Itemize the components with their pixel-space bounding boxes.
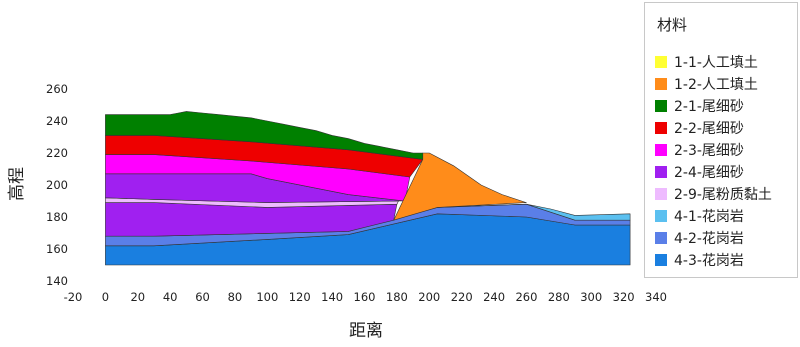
y-tick-label: 140 [46,274,68,288]
legend-item: 2-2-尾细砂 [655,117,772,139]
legend-swatch [655,144,667,156]
x-tick-label: 80 [228,290,243,304]
y-tick-label: 240 [46,114,68,128]
x-tick-label: 120 [289,290,311,304]
x-tick-label: 160 [354,290,376,304]
x-tick-label: 60 [195,290,210,304]
legend-item: 4-1-花岗岩 [655,205,772,227]
legend-item: 2-4-尾细砂 [655,161,772,183]
x-tick-label: 340 [645,290,667,304]
y-axis-title: 高程 [7,167,27,201]
y-tick-label: 180 [46,210,68,224]
region-1-2-人工填土 [393,152,527,221]
legend-title: 材料 [657,16,688,34]
x-tick-label: 280 [548,290,570,304]
x-tick-label: -20 [64,290,83,304]
legend-label: 4-2-花岗岩 [674,231,744,247]
y-tick-label: 200 [46,178,68,192]
legend-swatch [655,100,667,112]
legend-item: 4-3-花岗岩 [655,249,772,271]
legend-swatch [655,210,667,222]
y-tick-label: 220 [46,146,68,160]
x-tick-label: 40 [163,290,178,304]
x-tick-label: 20 [130,290,145,304]
legend-item: 2-9-尾粉质黏土 [655,183,772,205]
region-4-1-花岗岩 [437,203,631,221]
y-axis-ticks: 140 160 180 200 220 240 260 [46,82,68,288]
y-tick-label: 160 [46,242,68,256]
legend: 材料 1-1-人工填土 1-2-人工填土 2-1-尾细砂 2-2-尾细砂 2-3-尾细砂… [644,2,798,278]
material-regions [105,111,631,266]
legend-label: 1-2-人工填土 [674,77,758,93]
legend-swatch [655,188,667,200]
x-tick-label: 220 [451,290,473,304]
legend-swatch [655,56,667,68]
x-tick-label: 200 [418,290,440,304]
x-tick-label: 320 [613,290,635,304]
x-axis-ticks: -20 0 20 40 60 80 100 120 140 160 180 200 220 240 260 2… [64,290,667,304]
legend-swatch [655,78,667,90]
legend-swatch [655,254,667,266]
legend-label: 2-4-尾细砂 [674,165,744,181]
x-tick-label: 240 [483,290,505,304]
legend-swatch [655,122,667,134]
legend-item: 4-2-花岗岩 [655,227,772,249]
legend-label: 4-3-花岗岩 [674,253,744,269]
x-axis-title: 距离 [349,321,383,341]
legend-item: 2-3-尾细砂 [655,139,772,161]
legend-label: 1-1-人工填土 [674,55,758,71]
legend-item: 2-1-尾细砂 [655,95,772,117]
y-tick-label: 260 [46,82,68,96]
legend-label: 2-3-尾细砂 [674,143,744,159]
x-tick-label: 0 [102,290,109,304]
legend-swatch [655,166,667,178]
x-tick-label: 140 [321,290,343,304]
x-tick-label: 180 [386,290,408,304]
legend-label: 2-9-尾粉质黏土 [674,187,772,203]
legend-item: 1-1-人工填土 [655,51,772,73]
x-tick-label: 100 [256,290,278,304]
legend-list: 1-1-人工填土 1-2-人工填土 2-1-尾细砂 2-2-尾细砂 2-3-尾细砂 2-4… [655,51,772,271]
legend-label: 2-1-尾细砂 [674,99,744,115]
legend-swatch [655,232,667,244]
x-tick-label: 300 [580,290,602,304]
legend-label: 4-1-花岗岩 [674,209,744,225]
legend-item: 1-2-人工填土 [655,73,772,95]
legend-label: 2-2-尾细砂 [674,121,744,137]
x-tick-label: 260 [515,290,537,304]
